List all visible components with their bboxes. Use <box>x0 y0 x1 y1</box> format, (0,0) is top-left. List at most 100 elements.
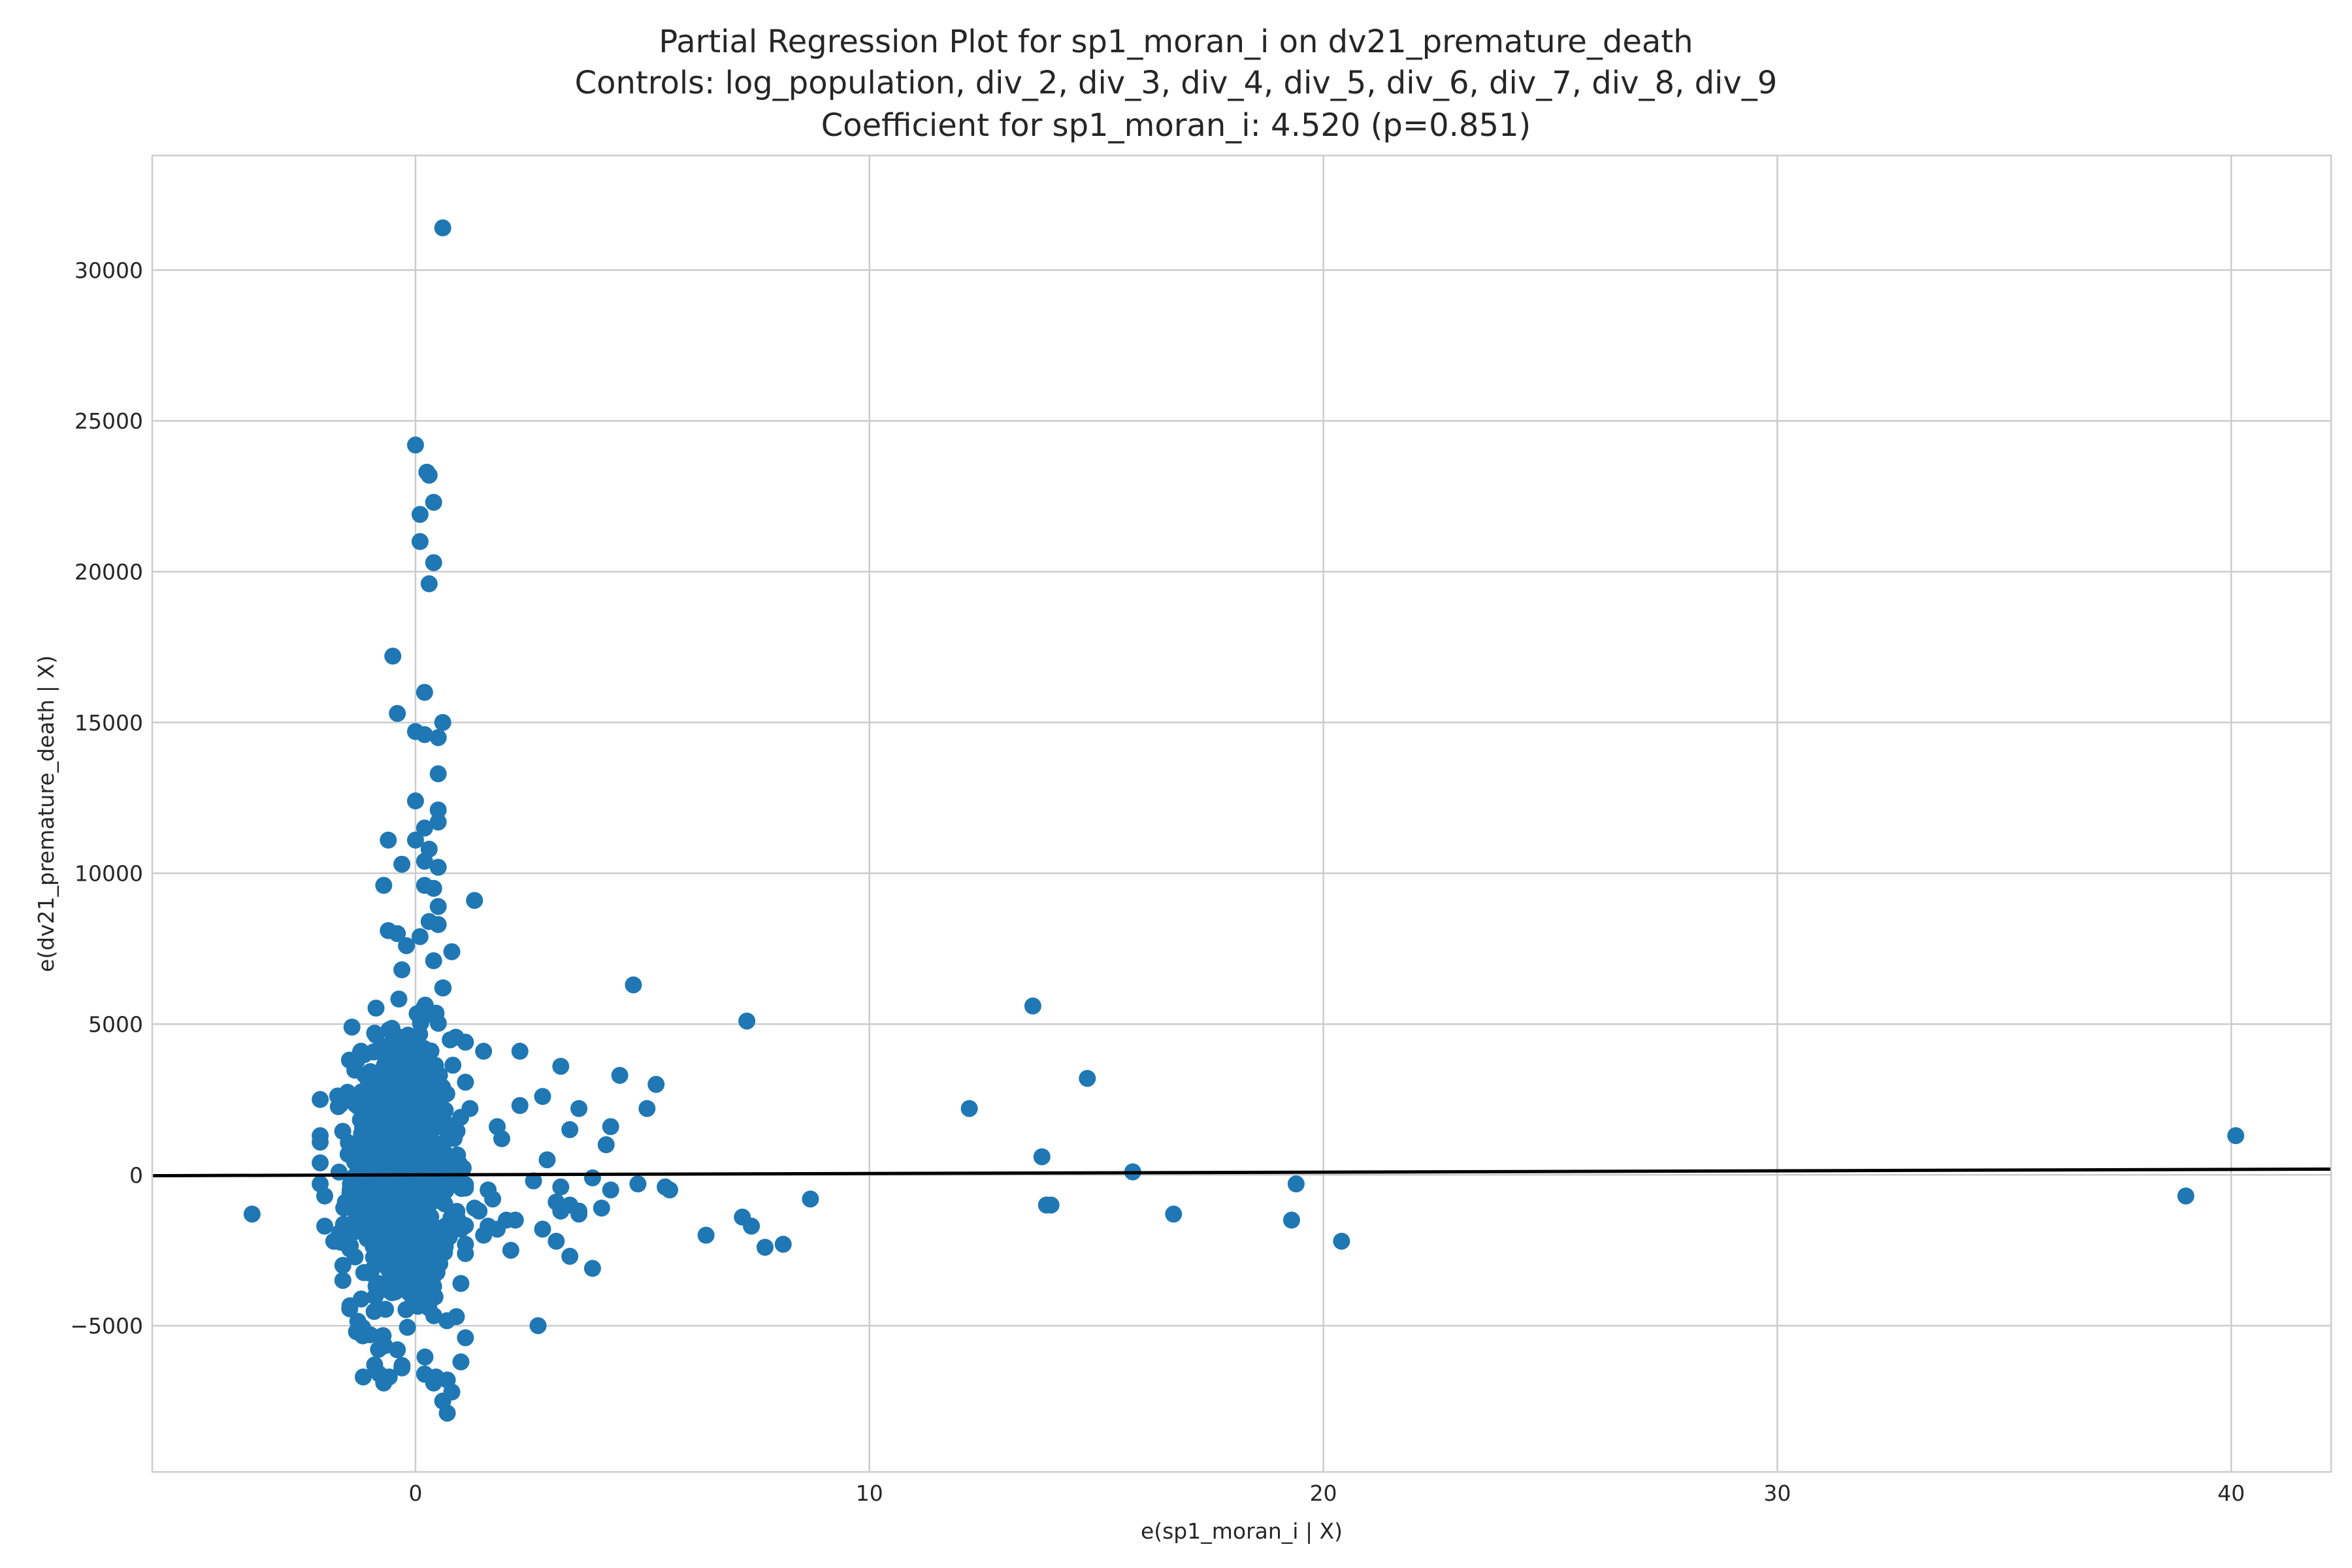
scatter-point <box>367 1088 385 1105</box>
scatter-point <box>375 877 393 894</box>
chart-title-line-1: Partial Regression Plot for sp1_moran_i … <box>659 24 1693 60</box>
x-tick-label: 40 <box>2217 1480 2245 1506</box>
scatter-point <box>346 1168 363 1186</box>
scatter-point <box>629 1175 647 1193</box>
scatter-point <box>419 1293 437 1311</box>
scatter-point <box>404 1241 421 1259</box>
scatter-point <box>429 728 447 746</box>
scatter-point <box>611 1066 629 1084</box>
scatter-point <box>380 831 397 849</box>
scatter-point <box>452 1220 470 1238</box>
scatter-point <box>418 1083 436 1100</box>
scatter-point <box>1282 1211 1300 1229</box>
scatter-point <box>367 1000 385 1017</box>
scatter-point <box>1024 997 1041 1015</box>
scatter-point <box>425 879 442 897</box>
scatter-point <box>371 1222 389 1239</box>
scatter-point <box>341 1300 359 1318</box>
y-tick-label: 5000 <box>88 1011 143 1037</box>
scatter-point <box>438 1371 456 1389</box>
scatter-point <box>390 1183 408 1200</box>
scatter-point <box>416 683 433 701</box>
y-tick-label: 15000 <box>74 710 143 736</box>
x-tick-label: 20 <box>1310 1480 1337 1506</box>
scatter-point <box>429 765 447 783</box>
scatter-point <box>329 1098 347 1115</box>
scatter-point <box>243 1205 261 1223</box>
scatter-point <box>802 1190 819 1208</box>
scatter-point <box>429 858 447 876</box>
scatter-point <box>457 1235 474 1253</box>
scatter-point <box>366 1024 384 1042</box>
scatter-point <box>448 1308 465 1326</box>
scatter-point <box>429 813 447 831</box>
scatter-point <box>419 1150 436 1168</box>
scatter-point <box>529 1317 547 1335</box>
scatter-point <box>429 916 447 934</box>
scatter-point <box>393 1054 411 1072</box>
scatter-point <box>425 493 442 511</box>
scatter-point <box>416 853 433 870</box>
scatter-point <box>389 705 406 723</box>
y-tick-label: 25000 <box>74 408 143 434</box>
scatter-point <box>406 831 424 849</box>
scatter-point <box>387 1264 405 1282</box>
scatter-point <box>1033 1148 1051 1166</box>
scatter-point <box>449 1146 466 1164</box>
scatter-point <box>380 1021 398 1039</box>
scatter-point <box>416 819 433 837</box>
scatter-point <box>353 1083 370 1101</box>
scatter-point <box>1333 1232 1350 1250</box>
scatter-point <box>420 466 438 484</box>
scatter-point <box>525 1172 542 1190</box>
scatter-point <box>625 976 642 994</box>
x-tick-label: 30 <box>1763 1480 1791 1506</box>
scatter-point <box>392 1072 410 1090</box>
scatter-point <box>452 1353 470 1371</box>
scatter-point <box>361 1326 379 1343</box>
x-tick-label: 10 <box>856 1480 883 1506</box>
scatter-point <box>425 952 442 970</box>
grid-lines <box>152 155 2331 1472</box>
scatter-point <box>534 1088 551 1105</box>
scatter-point <box>415 1122 433 1139</box>
scatter-point <box>438 1404 456 1422</box>
scatter-point <box>380 1118 397 1135</box>
scatter-point <box>638 1100 656 1117</box>
y-tick-label: 0 <box>129 1162 143 1188</box>
scatter-point <box>593 1200 610 1217</box>
scatter-point <box>343 1019 361 1036</box>
x-axis-label: e(sp1_moran_i | X) <box>1141 1518 1343 1544</box>
scatter-point <box>434 979 451 997</box>
scatter-point <box>369 1277 387 1295</box>
y-tick-label: 10000 <box>74 861 143 887</box>
y-tick-label: 30000 <box>74 257 143 283</box>
scatter-point <box>743 1217 760 1235</box>
scatter-point <box>602 1118 619 1135</box>
scatter-point <box>381 1140 399 1158</box>
scatter-point <box>466 1200 483 1217</box>
scatter-point <box>312 1154 329 1171</box>
scatter-point <box>434 1158 451 1176</box>
scatter-point <box>511 1043 529 1060</box>
scatter-point <box>406 436 424 454</box>
scatter-point <box>457 1073 474 1091</box>
scatter-point <box>1042 1196 1060 1214</box>
scatter-point <box>370 1245 387 1263</box>
scatter-point <box>1079 1070 1096 1087</box>
scatter-point <box>399 1318 416 1336</box>
scatter-point <box>372 1177 389 1194</box>
scatter-point <box>506 1211 524 1229</box>
scatter-point <box>444 1056 462 1074</box>
scatter-point <box>561 1247 579 1265</box>
scatter-point <box>340 1196 357 1214</box>
x-tick-label: 0 <box>408 1480 422 1506</box>
scatter-point <box>352 1043 370 1060</box>
scatter-point <box>436 1102 454 1119</box>
scatter-point <box>425 1239 442 1256</box>
scatter-point <box>452 1275 470 1292</box>
scatter-point <box>334 1256 351 1274</box>
scatter-point <box>354 1197 372 1215</box>
scatter-point <box>312 1090 329 1108</box>
